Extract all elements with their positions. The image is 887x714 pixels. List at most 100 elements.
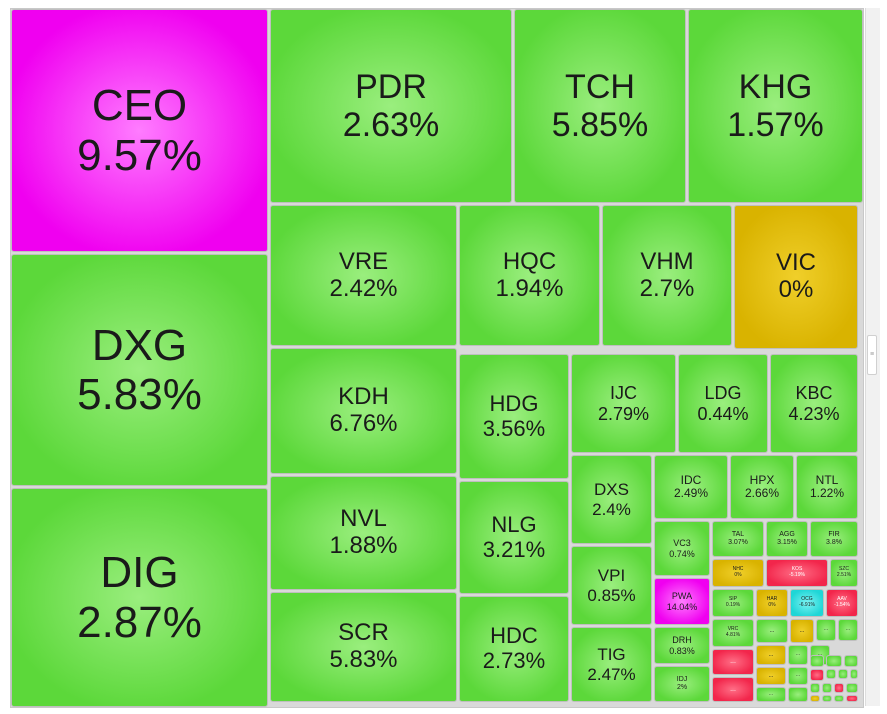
tile-nvl[interactable]: NVL 1.88% [270,476,457,590]
tile-change: ... [730,658,736,666]
tile-small[interactable]: ... [788,645,808,665]
tile-vpi[interactable]: VPI 0.85% [571,546,652,625]
tile-kos[interactable]: KOS -5.19% [766,559,828,587]
tile-dxg[interactable]: DXG 5.83% [11,254,268,486]
tile-small[interactable] [834,683,844,693]
tile-small[interactable] [822,683,832,693]
tile-vhm[interactable]: VHM 2.7% [602,205,732,346]
tile-change: 0.85% [587,585,636,605]
tile-ticker: KOS [791,566,803,573]
tile-change: 5.83% [329,646,398,673]
tile-vc3[interactable]: VC3 0.74% [654,521,710,576]
tile-pwa[interactable]: PWA 14.04% [654,578,710,625]
tile-small[interactable] [846,695,858,702]
tile-ticker: KDH [338,383,389,411]
tile-change: 9.57% [77,130,202,180]
tile-change: 0% [768,602,776,608]
tile-small[interactable] [850,669,858,679]
tile-tal[interactable]: TAL 3.07% [712,521,764,557]
tile-change: 3.56% [482,415,546,441]
tile-nhc[interactable]: NHC 0% [712,559,764,587]
tile-kdh[interactable]: KDH 6.76% [270,348,457,474]
tile-small[interactable] [826,669,836,679]
tile-hqc[interactable]: HQC 1.94% [459,205,600,346]
tile-khg[interactable]: KHG 1.57% [688,9,863,203]
tile-change: 3.8% [826,539,842,546]
tile-ceo[interactable]: CEO 9.57% [11,9,268,252]
tile-change: ... [769,627,775,634]
tile-small[interactable] [788,687,808,702]
tile-ticker: LDG [704,383,742,404]
tile-hdg[interactable]: HDG 3.56% [459,354,569,479]
tile-change: 14.04% [666,601,698,612]
tile-fir[interactable]: FIR 3.8% [810,521,858,557]
tile-small[interactable]: ... [712,677,754,702]
tile-change: 2.87% [77,597,202,647]
tile-ticker: HDC [490,623,538,649]
tile-change: 2% [676,684,688,691]
tile-ticker: IJC [610,383,637,404]
tile-ticker: IDJ [676,676,688,684]
tile-vrc[interactable]: VRC 4.81% [712,619,754,647]
tile-ticker: VC3 [673,538,691,549]
tile-change: 4.23% [788,403,840,424]
tile-ticker: PWA [671,591,693,602]
tile-small[interactable]: ... [816,619,836,641]
tile-small[interactable]: ... [790,619,814,643]
tile-change: 3.07% [728,539,748,546]
tile-small[interactable] [822,695,832,702]
tile-small[interactable]: ... [788,667,808,685]
tile-small[interactable] [838,669,848,679]
tile-ldg[interactable]: LDG 0.44% [678,354,768,453]
tile-tch[interactable]: TCH 5.85% [514,9,686,203]
tile-small[interactable] [834,695,844,702]
tile-small[interactable]: ... [756,645,786,665]
tile-pdr[interactable]: PDR 2.63% [270,9,512,203]
tile-small[interactable] [826,655,842,667]
tile-ticker: CEO [91,81,188,131]
tile-small[interactable]: ... [838,619,858,641]
tile-sip[interactable]: SIP 0.19% [712,589,754,617]
tile-ntl[interactable]: NTL 1.22% [796,455,858,519]
tile-ijc[interactable]: IJC 2.79% [571,354,676,453]
tile-small[interactable]: ... [756,619,788,643]
tile-scr[interactable]: SCR 5.83% [270,592,457,702]
tile-aav[interactable]: AAV -1.54% [826,589,858,617]
tile-tig[interactable]: TIG 2.47% [571,627,652,702]
scrollbar-thumb[interactable]: ≡ [867,335,877,375]
tile-hpx[interactable]: HPX 2.66% [730,455,794,519]
tile-hdc[interactable]: HDC 2.73% [459,596,569,702]
tile-idj[interactable]: IDJ 2% [654,666,710,702]
tile-small[interactable] [846,683,858,693]
tile-change: 2.4% [592,499,631,519]
tile-agg[interactable]: AGG 3.15% [766,521,808,557]
tile-vic[interactable]: VIC 0% [734,205,858,349]
tile-har[interactable]: HAR 0% [756,589,788,617]
tile-idc[interactable]: IDC 2.49% [654,455,728,519]
tile-kbc[interactable]: KBC 4.23% [770,354,858,453]
tile-small[interactable] [810,683,820,693]
tile-small[interactable] [810,655,824,667]
tile-change: -1.54% [834,602,850,608]
tile-dxs[interactable]: DXS 2.4% [571,455,652,544]
tile-small[interactable]: ... [712,649,754,675]
tile-small[interactable]: ... [756,687,786,702]
tile-small[interactable] [810,669,824,681]
tile-change: ... [768,651,774,658]
tile-ticker: HAR [766,596,778,603]
tile-small[interactable] [844,655,858,667]
tile-szc[interactable]: SZC 2.51% [830,559,858,587]
tile-ticker: DIG [100,548,179,598]
tile-ticker: NVL [340,505,387,533]
tile-drh[interactable]: DRH 0.83% [654,627,710,664]
tile-small[interactable]: ... [756,667,786,685]
tile-ticker: VRE [338,247,389,275]
tile-change: ... [795,672,801,679]
tile-dig[interactable]: DIG 2.87% [11,488,268,707]
tile-nlg[interactable]: NLG 3.21% [459,481,569,594]
tile-ocg[interactable]: OCG -6.91% [790,589,824,617]
tile-ticker: TCH [565,67,635,106]
tile-change: ... [768,690,774,697]
tile-small[interactable] [810,695,820,702]
tile-vre[interactable]: VRE 2.42% [270,205,457,346]
